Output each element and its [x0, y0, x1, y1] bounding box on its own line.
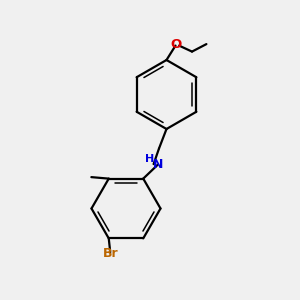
Text: O: O [171, 38, 182, 51]
Text: H: H [145, 154, 154, 164]
Text: N: N [153, 158, 163, 171]
Text: Br: Br [102, 248, 118, 260]
